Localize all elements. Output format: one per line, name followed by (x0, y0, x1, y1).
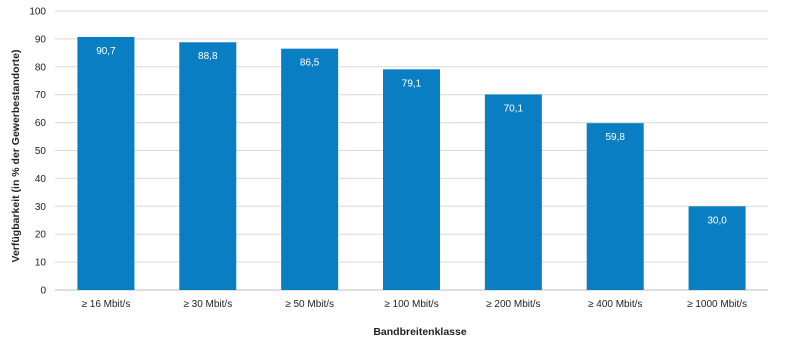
data-labels: 90,7 88,8 86,5 79,1 70,1 59,8 30,0 (96, 46, 727, 226)
bar-value-label: 86,5 (300, 58, 320, 69)
bar-value-label: 79,1 (402, 78, 422, 89)
x-tick-label: ≥ 30 Mbit/s (183, 299, 232, 310)
y-tick-label: 0 (40, 286, 46, 297)
y-axis-title: Verfügbarkeit (in % der Gewerbestandorte… (10, 50, 22, 263)
x-tick-label: ≥ 100 Mbit/s (384, 299, 438, 310)
bar (281, 48, 339, 290)
y-axis-ticks: 0 10 20 30 40 50 60 70 80 90 100 (29, 7, 46, 297)
y-tick-label: 30 (35, 202, 47, 213)
bar (77, 36, 135, 291)
bars (77, 36, 746, 291)
y-tick-label: 100 (29, 7, 46, 18)
y-tick-label: 60 (35, 118, 47, 129)
bar (688, 206, 746, 290)
x-tick-label: ≥ 1000 Mbit/s (687, 299, 747, 310)
bar (179, 42, 237, 290)
x-tick-label: ≥ 200 Mbit/s (486, 299, 540, 310)
bar (383, 69, 440, 290)
bar-value-label: 59,8 (605, 132, 625, 143)
y-tick-label: 40 (35, 174, 47, 185)
x-axis-title: Bandbreitenklasse (373, 326, 467, 338)
y-tick-label: 50 (35, 146, 47, 157)
bar-value-label: 70,1 (504, 103, 524, 114)
y-tick-label: 90 (35, 34, 47, 45)
bar (484, 94, 542, 291)
x-tick-label: ≥ 16 Mbit/s (82, 299, 131, 310)
bar (586, 123, 644, 291)
y-tick-label: 20 (35, 230, 47, 241)
y-tick-label: 80 (35, 62, 47, 73)
bar-value-label: 30,0 (707, 215, 727, 226)
y-tick-label: 10 (35, 258, 47, 269)
bar-value-label: 88,8 (198, 51, 218, 62)
x-tick-label: ≥ 400 Mbit/s (588, 299, 642, 310)
x-axis-ticks: ≥ 16 Mbit/s ≥ 30 Mbit/s ≥ 50 Mbit/s ≥ 100 M… (82, 299, 748, 310)
y-tick-label: 70 (35, 90, 47, 101)
bar-value-label: 90,7 (96, 46, 116, 57)
x-tick-label: ≥ 50 Mbit/s (285, 299, 334, 310)
